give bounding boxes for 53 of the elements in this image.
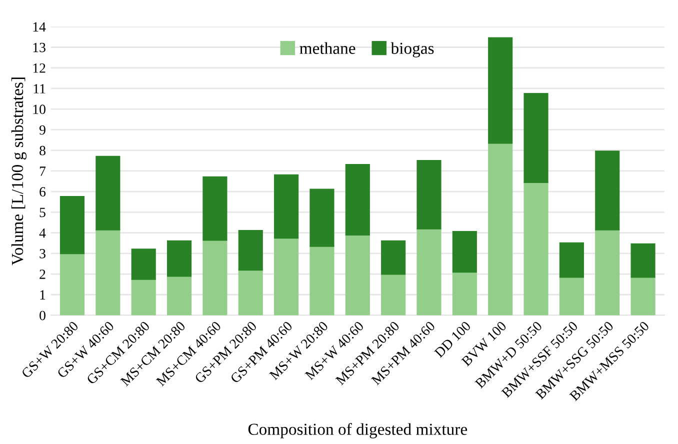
bar (202, 176, 228, 241)
y-axis-title: Volume [L/100 g substrates] (11, 78, 27, 266)
bar (559, 276, 584, 316)
y-tick-label: 8 (40, 146, 46, 156)
bar (595, 150, 620, 230)
x-axis-title: Composition of digested mixture (248, 423, 468, 438)
bar (274, 174, 299, 239)
bar (345, 164, 370, 236)
bar (60, 252, 85, 316)
y-tick-label: 14 (33, 22, 46, 32)
y-tick-label: 1 (40, 290, 46, 300)
bar (559, 242, 584, 278)
bar (524, 92, 548, 183)
y-tick-label: 5 (40, 208, 46, 218)
bar (96, 228, 120, 316)
bar (274, 237, 299, 316)
bar (238, 230, 263, 271)
bar (310, 188, 334, 247)
y-tick-label: 2 (40, 270, 46, 279)
bar (630, 243, 656, 278)
bar (381, 273, 406, 316)
y-tick-label: 4 (39, 228, 46, 238)
bar (630, 276, 656, 316)
y-tick-label: 13 (33, 42, 46, 52)
bar (488, 142, 513, 316)
y-tick-label: 6 (40, 187, 46, 197)
y-tick-label: 11 (34, 84, 46, 94)
y-tick-label: 9 (39, 125, 46, 135)
bar (452, 231, 477, 273)
bar (131, 278, 156, 316)
bar (166, 240, 192, 277)
bar (131, 248, 156, 280)
legend-label: biogas (390, 42, 434, 58)
bar (416, 228, 442, 316)
bar (381, 240, 406, 275)
bar (166, 275, 192, 316)
bar (238, 269, 263, 316)
bar (595, 228, 620, 316)
bar (96, 156, 120, 230)
y-tick-label: 12 (33, 63, 46, 73)
bar (416, 160, 442, 230)
bar (452, 271, 477, 316)
y-tick-label: 3 (40, 249, 46, 258)
bar (524, 182, 548, 316)
bar (488, 37, 513, 144)
bar (345, 234, 370, 316)
bar (310, 245, 334, 316)
bar (60, 196, 85, 254)
y-tick-label: 10 (33, 104, 46, 114)
y-tick-label: 7 (40, 166, 46, 176)
y-tick-label: 0 (40, 310, 46, 320)
legend-label: methane (300, 42, 356, 54)
bar (202, 239, 228, 316)
